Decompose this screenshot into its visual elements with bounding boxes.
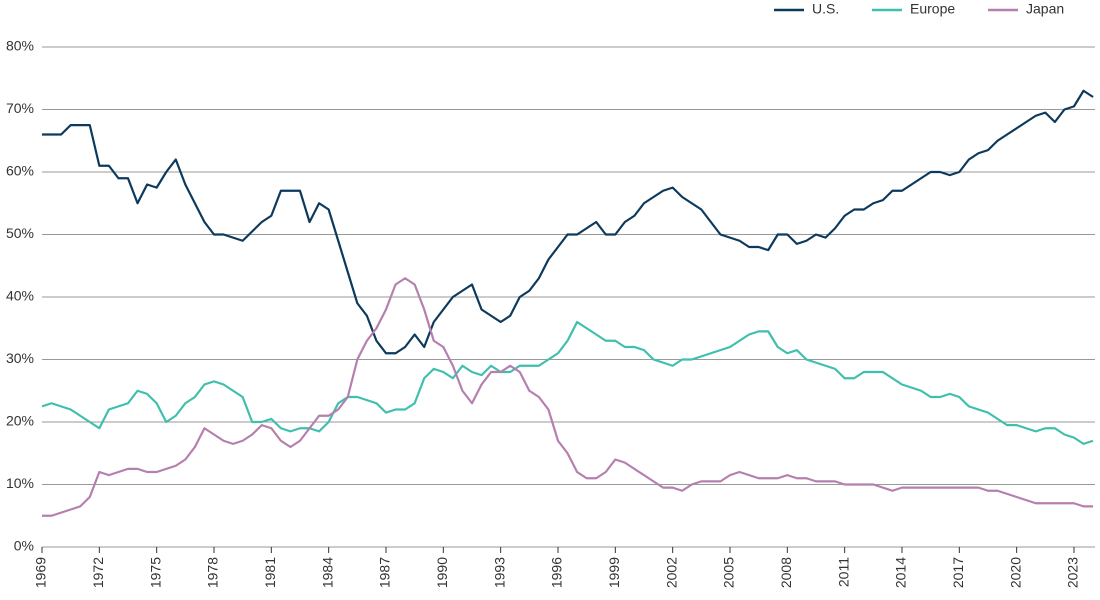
- legend-label: U.S.: [812, 1, 839, 17]
- x-tick-label: 1996: [549, 557, 565, 588]
- x-tick-label: 1969: [33, 557, 49, 588]
- x-tick-label: 1987: [377, 557, 393, 588]
- x-tick-label: 1975: [147, 557, 163, 588]
- x-tick-label: 2005: [721, 557, 737, 588]
- y-tick-label: 40%: [6, 288, 34, 304]
- series-line: [42, 89, 1094, 355]
- x-tick-label: 2023: [1065, 557, 1081, 588]
- y-tick-label: 80%: [6, 38, 34, 54]
- legend-label: Europe: [910, 1, 955, 17]
- x-tick-label: 1999: [606, 557, 622, 588]
- y-tick-label: 0%: [14, 538, 34, 554]
- x-tick-label: 2017: [950, 557, 966, 588]
- x-tick-label: 2002: [663, 557, 679, 588]
- y-tick-label: 10%: [6, 475, 34, 491]
- y-tick-label: 20%: [6, 413, 34, 429]
- series-line: [41, 320, 1094, 445]
- x-tick-label: 1978: [205, 557, 221, 588]
- y-tick-label: 50%: [6, 225, 34, 241]
- x-tick-label: 2008: [778, 557, 794, 588]
- y-tick-label: 70%: [6, 100, 34, 116]
- x-tick-label: 1990: [434, 557, 450, 588]
- x-tick-label: 2011: [835, 557, 851, 587]
- y-tick-label: 60%: [6, 163, 34, 179]
- x-tick-label: 1972: [90, 557, 106, 588]
- legend-label: Japan: [1026, 1, 1064, 17]
- x-tick-label: 1993: [491, 557, 507, 588]
- x-tick-label: 1981: [262, 557, 278, 588]
- x-tick-label: 2020: [1007, 557, 1023, 588]
- x-tick-label: 1984: [319, 557, 335, 588]
- series-line: [42, 277, 1094, 517]
- x-tick-label: 2014: [893, 557, 909, 588]
- y-tick-label: 30%: [6, 350, 34, 366]
